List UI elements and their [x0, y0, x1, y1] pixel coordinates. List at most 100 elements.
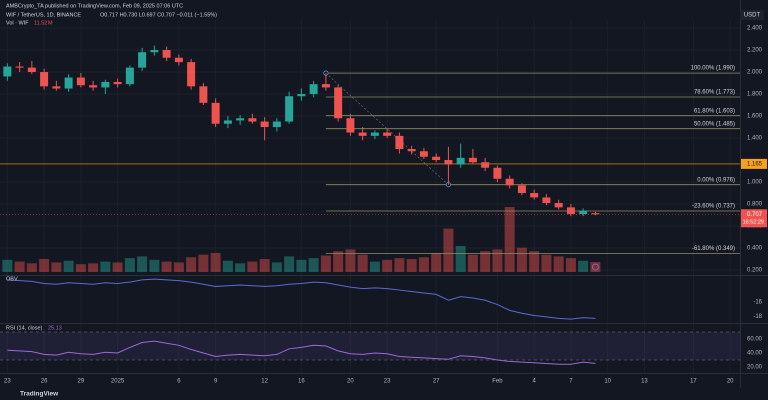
y-tick-label: 1.400	[747, 136, 763, 142]
candle-body	[162, 50, 171, 58]
volume-bar	[553, 256, 564, 272]
x-tick-label: 17	[690, 379, 697, 385]
candle-body	[3, 66, 12, 77]
candle-body	[321, 84, 330, 88]
volume-bar	[418, 257, 429, 272]
candle-body	[52, 86, 61, 89]
ohlc: O0.717 H0.730 L0.697 C0.707 −0.011 (−1.5…	[100, 12, 217, 18]
obv-title: OBV	[6, 276, 18, 282]
volume-bar	[259, 259, 270, 272]
price-tag	[741, 158, 767, 169]
candle-body	[517, 185, 526, 194]
x-tick-label: 9	[214, 379, 218, 385]
currency-box	[740, 10, 764, 20]
candle-body	[236, 118, 245, 121]
x-tick-label: 7	[569, 379, 573, 385]
candle-body	[542, 197, 551, 203]
volume-bar	[284, 256, 295, 272]
x-tick-label: 13	[641, 379, 648, 385]
candle-body	[248, 118, 257, 122]
y-tick-label: 2.000	[747, 70, 763, 76]
candle-body	[89, 85, 98, 88]
x-tick-label: 2025	[111, 379, 125, 385]
current-price: 0.707	[747, 212, 763, 218]
x-tick-label: 20	[347, 379, 354, 385]
candle-body	[591, 213, 600, 215]
indicator-line	[7, 278, 596, 320]
indicator-line	[7, 340, 596, 365]
y-tick-label: -18	[753, 314, 762, 320]
volume-bar	[357, 254, 368, 272]
y-tick-label: 60.00	[747, 337, 763, 343]
y-tick-label: 0.800	[747, 202, 763, 208]
volume-bar	[186, 257, 197, 272]
volume-bar	[541, 254, 552, 272]
fib-label: 61.80% (1.603)	[694, 108, 735, 114]
volume-bar	[480, 251, 491, 272]
volume-bar	[529, 251, 540, 272]
volume-bar	[137, 256, 148, 272]
volume-bar	[222, 260, 233, 272]
candle-body	[138, 52, 147, 68]
x-tick-label: 23	[384, 379, 391, 385]
candle-body	[76, 77, 85, 86]
candle-body	[383, 132, 392, 136]
volume-value: 11.52	[34, 20, 47, 26]
volume-label: Vol · WIF	[6, 20, 29, 26]
volume-bar	[210, 252, 221, 272]
x-tick-label: 12	[261, 379, 268, 385]
candle-body	[113, 81, 122, 85]
x-tick-label: 27	[433, 379, 440, 385]
volume-bar	[26, 263, 37, 272]
fib-label: 0.00% (0.976)	[697, 177, 735, 183]
volume-bar	[247, 261, 258, 272]
candle-body	[566, 207, 575, 214]
volume-bar	[235, 263, 246, 272]
replay-marker	[592, 263, 599, 271]
y-tick-label: 2.200	[747, 48, 763, 54]
volume-bar	[308, 258, 319, 272]
volume-bar	[504, 207, 515, 272]
volume-bar	[382, 259, 393, 272]
x-tick-label: 26	[41, 379, 48, 385]
candle-body	[27, 67, 36, 73]
fib-label: -23.60% (0.737)	[692, 204, 735, 210]
volume-bar	[112, 262, 123, 272]
volume-unit: M	[48, 20, 53, 26]
volume-bar	[88, 263, 99, 272]
rsi-value: 25.13	[48, 325, 62, 331]
candle-body	[530, 193, 539, 198]
candle-body	[174, 57, 183, 63]
y-tick-label: 40.00	[747, 351, 763, 357]
y-tick-label: -16	[753, 299, 762, 305]
countdown: 16:52:29	[743, 220, 764, 226]
candle-body	[101, 81, 110, 88]
volume-bar	[443, 228, 454, 272]
fib-label: 78.60% (1.773)	[694, 90, 735, 96]
x-tick-label: Feb	[492, 379, 503, 385]
x-tick-label: 16	[298, 379, 305, 385]
symbol: WIF / TetherUS, 1D, BINANCE	[6, 12, 81, 18]
y-tick-label: 2.400	[747, 26, 763, 32]
x-tick-label: 23	[4, 379, 11, 385]
fib-label: 100.00% (1.990)	[691, 66, 735, 72]
fib-label: 50.00% (1.485)	[694, 121, 735, 127]
candle-body	[481, 162, 490, 168]
candle-body	[187, 62, 196, 87]
volume-bar	[333, 251, 344, 272]
volume-bar	[271, 262, 282, 272]
candle-body	[150, 50, 159, 53]
x-tick-label: 6	[177, 379, 181, 385]
volume-bar	[394, 258, 405, 272]
footer-logo: TradingView	[20, 391, 59, 398]
x-tick-label: 29	[78, 379, 85, 385]
candle-body	[493, 167, 502, 179]
volume-bar	[467, 254, 478, 272]
hline-label: 1.165	[747, 161, 763, 167]
volume-bar	[51, 262, 62, 272]
volume-bar	[124, 258, 135, 272]
candle-body	[505, 178, 514, 186]
volume-bar	[406, 259, 417, 272]
